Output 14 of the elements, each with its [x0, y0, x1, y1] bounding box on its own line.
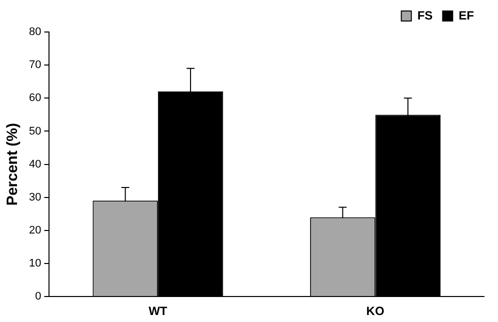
y-tick-label: 50 — [28, 125, 42, 138]
y-tick-label: 60 — [28, 92, 42, 104]
y-tick-label: 80 — [28, 26, 42, 38]
y-tick-label: 20 — [28, 224, 42, 236]
y-tick-label: 10 — [28, 258, 42, 270]
legend-label: FS — [417, 8, 433, 22]
y-tick-label: 70 — [28, 59, 42, 72]
x-tick-label: WT — [148, 304, 168, 318]
y-tick-label: 40 — [28, 158, 42, 170]
y-tick-label: 0 — [35, 290, 42, 303]
x-tick-label: KO — [366, 304, 384, 318]
y-tick-label: 30 — [28, 191, 42, 204]
y-axis-title: Percent (%) — [4, 123, 22, 206]
legend-label: EF — [458, 8, 474, 22]
